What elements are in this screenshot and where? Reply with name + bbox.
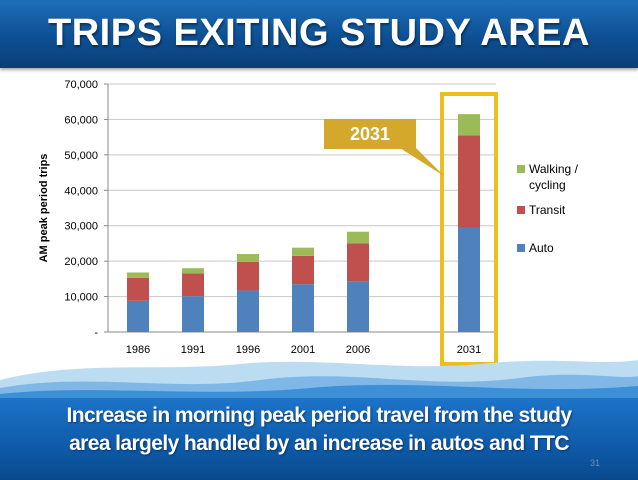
legend-swatch-auto — [517, 244, 525, 252]
y-tick-label: 60,000 — [64, 114, 98, 126]
x-tick-label: 1991 — [181, 344, 205, 356]
bar-transit-1991 — [182, 273, 204, 297]
stacked-bar-chart: - 10,000 20,000 30,000 40,000 50,000 60,000 70,… — [0, 79, 638, 398]
caption-line-1: Increase in morning peak period travel f… — [66, 404, 572, 427]
x-tick-label: 2031 — [457, 344, 481, 356]
highlight-box-2031 — [440, 92, 498, 366]
y-tick-label: 40,000 — [64, 185, 98, 197]
bar-walking-2006 — [347, 231, 369, 244]
legend-label-walking-2: cycling — [529, 178, 566, 192]
y-tick-label: 50,000 — [64, 150, 98, 162]
bar-walking-1996 — [237, 254, 259, 262]
footer-banner — [0, 398, 638, 480]
slide-caption: Increase in morning peak period travel f… — [10, 402, 628, 458]
x-tick-label: 2006 — [346, 344, 370, 356]
y-tick-label: 20,000 — [64, 256, 98, 268]
bar-transit-2006 — [347, 243, 369, 282]
legend-label-transit: Transit — [529, 203, 566, 217]
y-axis-ticks: - 10,000 20,000 30,000 40,000 50,000 60,000 70,… — [64, 79, 108, 339]
decorative-waves — [0, 360, 638, 398]
callout-pointer — [400, 148, 444, 176]
bar-walking-2001 — [292, 247, 314, 256]
legend-label-auto: Auto — [529, 241, 554, 255]
bar-auto-2001 — [292, 284, 314, 332]
bar-auto-1986 — [127, 300, 149, 332]
caption-line-2: area largely handled by an increase in a… — [69, 432, 569, 455]
y-tick-label: 30,000 — [64, 221, 98, 233]
y-tick-label: - — [94, 327, 98, 339]
y-axis-label: AM peak period trips — [38, 154, 50, 263]
bars — [127, 114, 480, 332]
wave-front — [0, 384, 638, 398]
bar-transit-2031 — [458, 135, 480, 228]
x-axis-ticks: 1986 1991 1996 2001 2006 2031 — [126, 344, 481, 356]
legend-swatch-walking — [517, 165, 525, 173]
y-tick-label: 10,000 — [64, 292, 98, 304]
bar-walking-1986 — [127, 272, 149, 278]
bar-auto-1991 — [182, 296, 204, 332]
legend-swatch-transit — [517, 206, 525, 214]
bar-walking-2031 — [458, 114, 480, 136]
bar-transit-1986 — [127, 277, 149, 301]
x-tick-label: 1986 — [126, 344, 150, 356]
legend: Walking / cycling Transit Auto — [517, 162, 579, 255]
slide-title: TRIPS EXITING STUDY AREA — [48, 12, 590, 54]
x-tick-label: 2001 — [291, 344, 315, 356]
slide-number: 31 — [589, 458, 600, 468]
legend-label-walking-1: Walking / — [529, 162, 579, 176]
gridlines — [107, 83, 496, 333]
x-tick-label: 1996 — [236, 344, 260, 356]
title-banner: TRIPS EXITING STUDY AREA — [0, 0, 638, 68]
callout-box — [324, 119, 416, 149]
bar-transit-1996 — [237, 261, 259, 291]
bar-auto-2031 — [458, 227, 480, 332]
y-tick-label: 70,000 — [64, 79, 98, 91]
bar-walking-1991 — [182, 268, 204, 274]
bar-transit-2001 — [292, 255, 314, 285]
bar-auto-1996 — [237, 290, 259, 332]
callout-label: 2031 — [350, 124, 390, 144]
callout-2031: 2031 — [324, 119, 444, 176]
bar-auto-2006 — [347, 281, 369, 332]
